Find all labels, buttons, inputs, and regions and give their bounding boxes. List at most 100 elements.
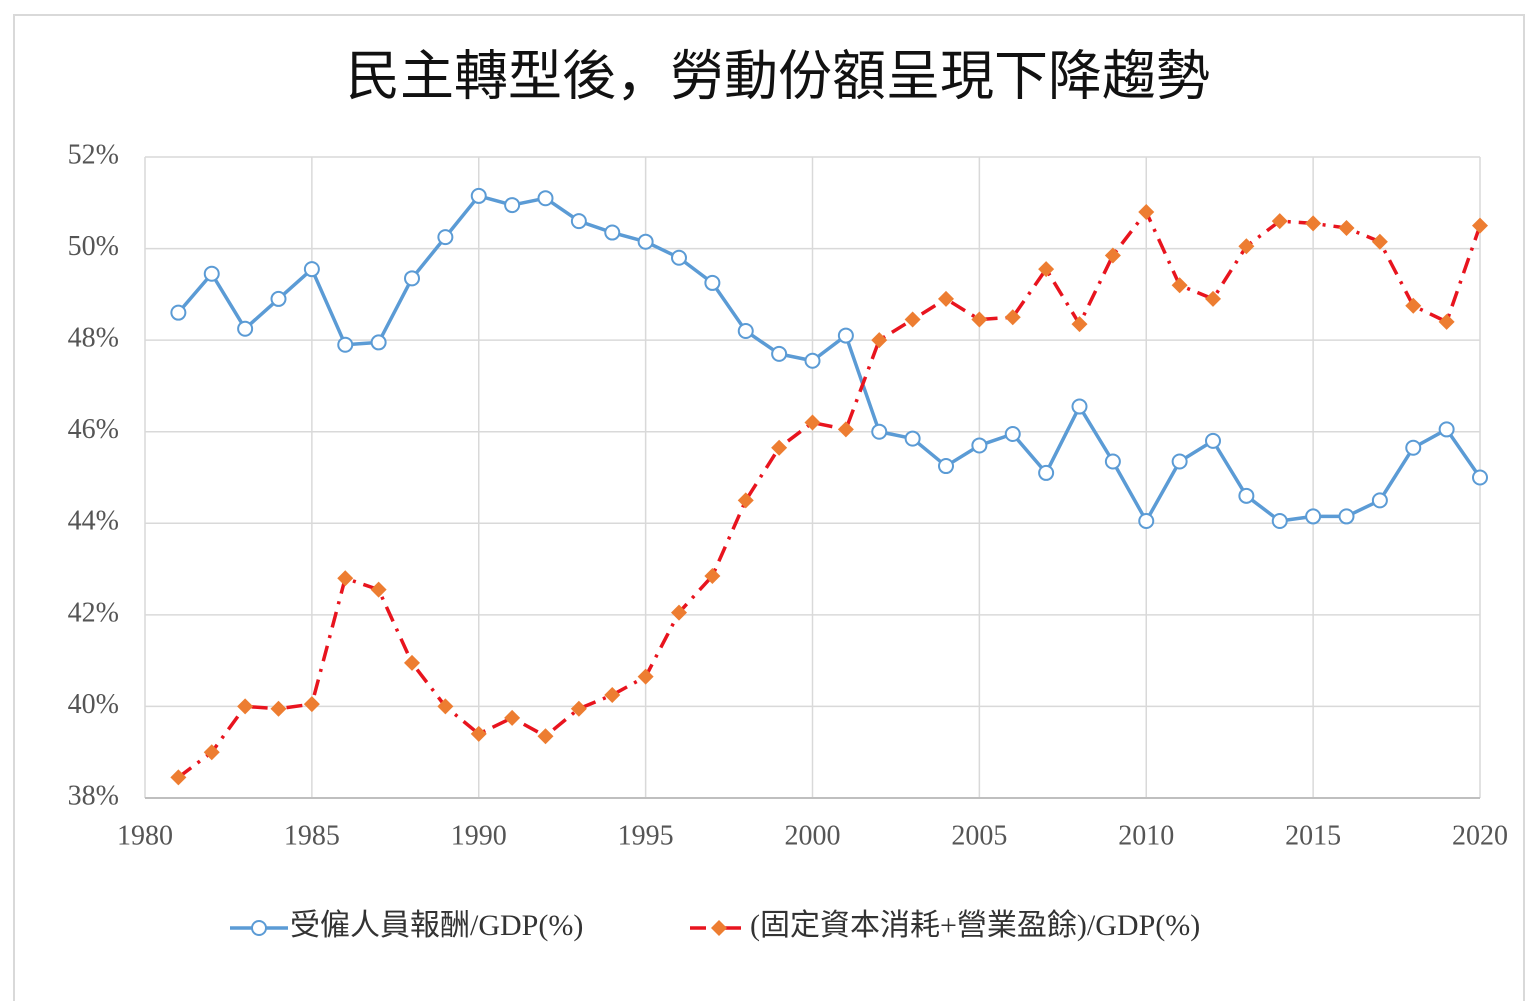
marker: [1305, 215, 1322, 232]
marker: [1271, 213, 1288, 230]
marker: [1405, 297, 1422, 314]
marker: [303, 261, 320, 278]
marker: [837, 327, 854, 344]
marker: [938, 290, 954, 307]
chart-title: 民主轉型後，勞動份額呈現下降趨勢: [346, 46, 1210, 106]
marker: [270, 290, 287, 307]
legend-label: 受僱人員報酬/GDP(%): [290, 909, 583, 942]
marker: [737, 322, 754, 339]
series-line: [177, 194, 1482, 523]
x-tick-label: 1980: [117, 820, 173, 851]
marker: [1171, 453, 1188, 470]
marker: [904, 430, 921, 447]
marker: [1104, 247, 1121, 264]
marker: [203, 265, 220, 282]
x-tick-label: 2020: [1452, 820, 1508, 851]
y-tick-label: 44%: [68, 506, 119, 537]
marker: [1071, 316, 1088, 333]
y-tick-label: 46%: [68, 414, 119, 445]
marker: [470, 187, 487, 204]
marker: [1472, 469, 1488, 486]
marker: [337, 336, 354, 353]
marker: [470, 725, 487, 742]
marker: [971, 437, 988, 454]
marker: [303, 696, 320, 713]
marker: [570, 700, 587, 717]
y-tick-label: 40%: [68, 689, 119, 720]
marker: [1405, 439, 1422, 456]
marker: [537, 728, 554, 745]
marker: [771, 345, 788, 362]
marker: [1004, 426, 1021, 443]
marker: [504, 197, 521, 214]
marker: [1138, 203, 1155, 220]
x-tick-label: 2015: [1285, 820, 1341, 851]
marker: [1238, 487, 1255, 504]
marker: [1338, 508, 1355, 525]
x-tick-label: 1995: [618, 820, 674, 851]
marker: [270, 700, 287, 717]
marker: [1138, 512, 1155, 529]
marker: [904, 311, 921, 328]
marker: [737, 492, 754, 509]
marker: [671, 604, 687, 621]
series-line: [177, 210, 1482, 779]
marker: [437, 698, 454, 715]
marker: [170, 304, 187, 321]
marker: [637, 233, 654, 250]
marker: [570, 213, 587, 230]
legend-marker: [251, 920, 267, 936]
marker: [938, 458, 954, 475]
marker: [337, 570, 354, 587]
marker: [804, 414, 821, 431]
marker: [237, 698, 254, 715]
y-tick-label: 42%: [68, 597, 119, 628]
marker: [1205, 432, 1221, 449]
y-tick-label: 38%: [68, 780, 119, 811]
marker: [971, 311, 988, 328]
marker: [537, 190, 554, 207]
marker: [437, 229, 454, 246]
x-tick-label: 1990: [451, 820, 507, 851]
marker: [1338, 219, 1355, 236]
marker: [203, 744, 220, 761]
marker: [170, 769, 187, 786]
y-tick-label: 50%: [68, 231, 119, 262]
marker: [370, 334, 387, 351]
legend-item: (固定資本消耗+營業盈餘)/GDP(%): [690, 909, 1200, 942]
marker: [404, 654, 420, 671]
y-tick-label: 48%: [68, 323, 119, 354]
marker: [837, 421, 854, 438]
marker: [1438, 421, 1455, 438]
marker: [1271, 512, 1288, 529]
marker: [1071, 398, 1088, 415]
marker: [504, 709, 521, 726]
marker: [1104, 453, 1121, 470]
marker: [604, 686, 621, 703]
legend-marker: [711, 920, 727, 936]
marker: [1171, 277, 1188, 294]
x-tick-label: 2000: [785, 820, 841, 851]
marker: [404, 270, 420, 287]
marker: [1205, 290, 1221, 307]
marker: [1004, 309, 1021, 326]
marker: [671, 249, 687, 266]
legend-label: (固定資本消耗+營業盈餘)/GDP(%): [750, 909, 1200, 942]
x-tick-label: 2010: [1118, 820, 1174, 851]
marker: [1238, 238, 1255, 255]
marker: [871, 423, 888, 440]
x-tick-label: 2005: [951, 820, 1007, 851]
legend-item: 受僱人員報酬/GDP(%): [230, 909, 583, 942]
marker: [1038, 261, 1055, 278]
y-tick-label: 52%: [68, 139, 119, 170]
marker: [1472, 217, 1488, 234]
marker: [804, 352, 821, 369]
x-tick-label: 1985: [284, 820, 340, 851]
marker: [237, 320, 254, 337]
marker: [604, 224, 621, 241]
marker: [637, 668, 654, 685]
marker: [704, 567, 721, 584]
chart-border: [13, 14, 1525, 1001]
marker: [370, 581, 387, 598]
